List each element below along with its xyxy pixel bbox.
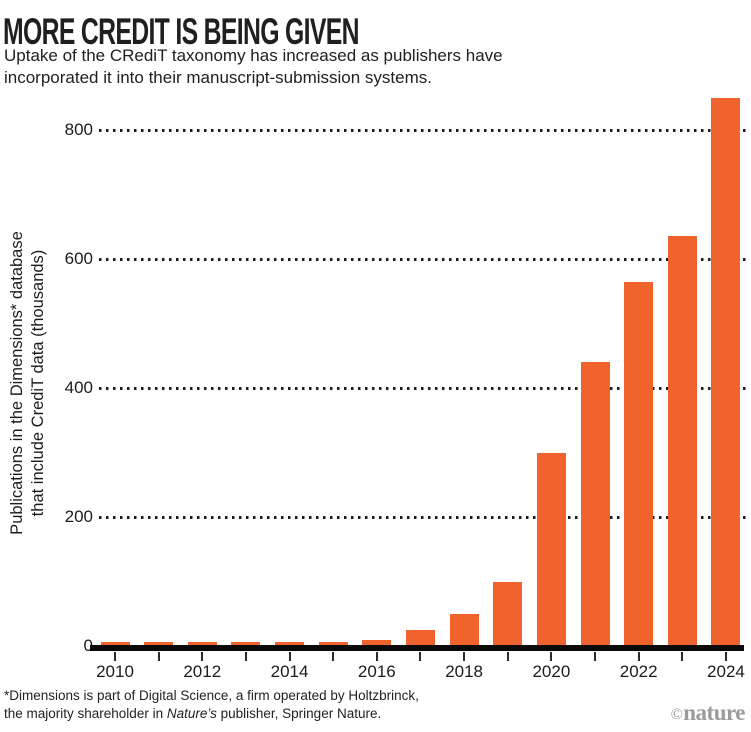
x-tick-2013 bbox=[244, 652, 247, 661]
x-tick-2024 bbox=[724, 652, 727, 661]
footnote-line2-post: publisher, Springer Nature. bbox=[216, 705, 382, 721]
bar-2018 bbox=[449, 613, 479, 649]
bar-2024 bbox=[711, 97, 741, 649]
x-tick-label-2024: 2024 bbox=[707, 662, 745, 681]
bar-2022 bbox=[624, 281, 654, 649]
nature-credit-logo: ©nature bbox=[670, 700, 746, 726]
x-tick-2012 bbox=[201, 652, 204, 661]
gridline-600 bbox=[99, 257, 746, 261]
x-tick-2018 bbox=[463, 652, 466, 661]
x-tick-label-2016: 2016 bbox=[357, 662, 396, 681]
x-tick-2019 bbox=[506, 652, 509, 661]
bar-2019 bbox=[493, 581, 523, 649]
x-tick-2015 bbox=[332, 652, 335, 661]
x-tick-label-2010: 2010 bbox=[96, 662, 134, 681]
x-tick-label-2020: 2020 bbox=[532, 662, 571, 681]
bar-2016 bbox=[362, 639, 392, 649]
bar-2023 bbox=[667, 236, 697, 649]
x-tick-2016 bbox=[375, 652, 378, 661]
gridline-200 bbox=[99, 515, 746, 519]
x-tick-label-2012: 2012 bbox=[183, 662, 222, 681]
x-tick-label-2014: 2014 bbox=[270, 662, 309, 681]
x-tick-2014 bbox=[288, 652, 291, 661]
gridline-400 bbox=[99, 386, 746, 390]
gridline-800 bbox=[99, 128, 746, 132]
bar-2021 bbox=[580, 362, 610, 649]
x-axis-line bbox=[90, 645, 744, 651]
copyright-icon: © bbox=[670, 706, 683, 723]
chart-subtitle: Uptake of the CRediT taxonomy has increa… bbox=[4, 45, 503, 88]
bar-2020 bbox=[536, 452, 566, 649]
chart-subtitle-line1: Uptake of the CRediT taxonomy has increa… bbox=[4, 46, 503, 65]
y-tick-label-600: 600 bbox=[64, 249, 93, 268]
x-tick-label-2022: 2022 bbox=[619, 662, 658, 681]
chart-title: MORE CREDIT IS BEING GIVEN bbox=[3, 11, 360, 52]
x-tick-2017 bbox=[419, 652, 422, 661]
y-tick-label-400: 400 bbox=[64, 378, 93, 397]
nature-credit-name: nature bbox=[683, 700, 745, 725]
y-tick-label-800: 800 bbox=[64, 120, 93, 139]
x-tick-2023 bbox=[681, 652, 684, 661]
y-tick-label-0: 0 bbox=[83, 636, 93, 655]
x-tick-2021 bbox=[594, 652, 597, 661]
x-tick-2011 bbox=[157, 652, 160, 661]
chart-subtitle-line2: incorporated it into their manuscript-su… bbox=[4, 67, 432, 87]
x-tick-2010 bbox=[114, 652, 116, 661]
x-tick-2022 bbox=[637, 652, 640, 661]
y-tick-label-200: 200 bbox=[64, 507, 93, 526]
footnote: *Dimensions is part of Digital Science, … bbox=[4, 687, 419, 722]
footnote-line1: *Dimensions is part of Digital Science, … bbox=[4, 688, 419, 703]
footnote-nature-italic: Nature’s bbox=[166, 705, 217, 721]
x-tick-2020 bbox=[550, 652, 553, 661]
footnote-line2-pre: the majority shareholder in bbox=[4, 705, 167, 721]
x-tick-label-2018: 2018 bbox=[445, 662, 484, 681]
bar-2017 bbox=[405, 629, 435, 649]
